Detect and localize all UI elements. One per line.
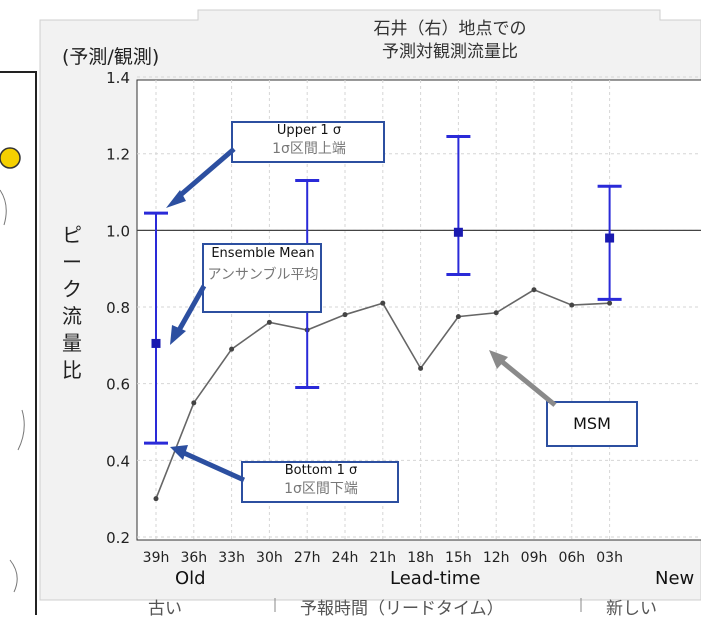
x-tick-label: 30h [256,550,283,566]
msm-point [266,319,272,325]
msm-point [569,302,575,308]
msm-point [342,312,348,318]
chart-title: 石井（右）地点での 予測対観測流量比 [300,18,600,64]
callout-msm: MSM [573,414,611,433]
msm-point [493,310,499,316]
x-tick-label: 21h [369,550,396,566]
callout-boxes [202,121,638,503]
x-tick-labels: 39h 36h 33h 30h 27h 24h 21h 18h 15h 12h 09h 06h 03h [143,550,623,566]
callout-mean: Ensemble Mean アンサンブル平均 [206,246,320,284]
x-tick-label: 27h [294,550,321,566]
callout-msm-box [546,401,638,447]
callout-mean-en: Ensemble Mean [211,246,315,261]
msm-point [191,400,197,406]
msm-point [531,287,537,293]
x-tick-label: 12h [483,550,510,566]
msm-point [153,496,159,502]
callout-arrows [166,147,557,483]
map-fragment [0,71,37,615]
unit-label: (予測/観測) [62,46,160,68]
callout-upper: Upper 1 σ 1σ区間上端 [234,123,384,158]
callout-bottom: Bottom 1 σ 1σ区間下端 [244,463,398,498]
callout-mean-jp: アンサンブル平均 [207,267,319,283]
y-tick-label: 0.2 [106,529,130,547]
bottom-label-new-jp: 新しい [606,599,657,619]
arrow-mean [175,284,207,334]
ensemble-mean-marker [151,338,161,348]
map-station-marker [0,147,21,169]
x-tick-label: 09h [521,550,548,566]
arrow-upper [175,147,236,200]
ensemble-mean-marker [605,233,615,243]
bottom-label-lead: Lead-time [390,568,481,589]
msm-point [455,314,461,320]
msm-series [153,287,613,502]
y-tick-label: 0.8 [106,299,130,317]
x-tick-label: 33h [218,550,245,566]
msm-point [418,365,424,371]
callout-upper-jp: 1σ区間上端 [272,141,346,157]
msm-point [380,300,386,306]
callout-upper-en: Upper 1 σ [276,123,342,138]
y-tick-label: 0.4 [106,452,130,470]
bottom-label-lead-jp: 予報時間（リードタイム） [300,599,504,619]
x-tick-label: 39h [143,550,170,566]
callout-bottom-en: Bottom 1 σ [284,463,358,478]
x-tick-label: 03h [596,550,623,566]
x-tick-label: 24h [332,550,359,566]
y-tick-label: 1.4 [106,69,130,87]
callout-bottom-box [241,461,399,503]
y-tick-label: 1.2 [106,146,130,164]
chart-title-line-2: 予測対観測流量比 [382,42,518,62]
x-tick-label: 15h [445,550,472,566]
arrow-bottom [182,450,246,483]
ensemble-mean-marker [453,227,463,237]
callout-mean-box [202,243,322,313]
bottom-label-old-jp: 古い [148,599,182,619]
y-axis-label: ピーク流量比 [62,223,82,382]
x-tick-label: 06h [558,550,585,566]
bottom-label-new: New [655,568,695,589]
y-tick-label: 1.0 [106,222,130,240]
arrow-msm [498,358,557,407]
bottom-label-old: Old [175,568,206,589]
msm-point [229,346,235,352]
chart-title-line-1: 石井（右）地点での [373,19,527,39]
x-tick-label: 36h [180,550,207,566]
callout-bottom-jp: 1σ区間下端 [284,481,358,497]
callout-upper-box [231,121,385,163]
msm-point [607,300,613,306]
y-tick-label: 0.6 [106,376,130,394]
x-tick-label: 18h [407,550,434,566]
y-tick-labels: 1.4 1.2 1.0 0.8 0.6 0.4 0.2 [106,69,130,547]
